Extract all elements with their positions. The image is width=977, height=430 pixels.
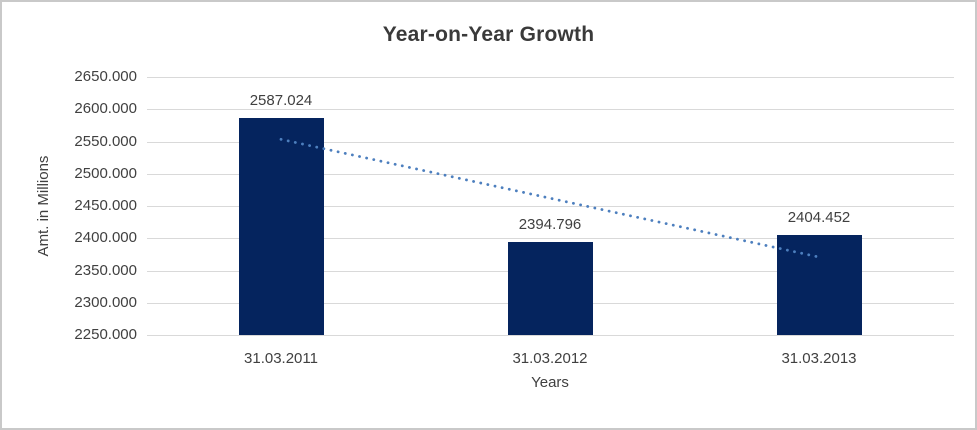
- bar: [238, 117, 324, 335]
- y-axis-tick-label: 2550.000: [74, 132, 137, 150]
- y-axis-tick-label: 2300.000: [74, 293, 137, 311]
- gridline: [147, 77, 954, 78]
- bar: [776, 235, 862, 335]
- gridline: [147, 109, 954, 111]
- x-axis-tick-label: 31.03.2011: [244, 350, 318, 367]
- y-axis-tick-label: 2650.000: [74, 68, 137, 85]
- y-axis-tick-label: 2450.000: [74, 197, 137, 214]
- bar-data-label: 2404.452: [787, 209, 851, 227]
- x-axis-tick-label: 31.03.2013: [781, 350, 857, 367]
- y-axis-tick-label: 2600.000: [74, 100, 137, 118]
- x-axis-tick-label: 31.03.2012: [512, 350, 588, 367]
- bar-data-label: 2587.024: [249, 91, 313, 109]
- bar: [507, 241, 593, 335]
- chart-title: Year-on-Year Growth: [382, 23, 595, 46]
- gridline: [147, 335, 954, 336]
- y-axis-tick-label: 2500.000: [74, 164, 137, 182]
- bar-data-label: 2394.796: [518, 215, 582, 233]
- y-axis-tick-label: 2350.000: [74, 261, 137, 279]
- y-axis-tick-label: 2250.000: [74, 326, 137, 343]
- x-axis-title: Years: [531, 374, 569, 391]
- y-axis-tick-label: 2400.000: [74, 229, 137, 247]
